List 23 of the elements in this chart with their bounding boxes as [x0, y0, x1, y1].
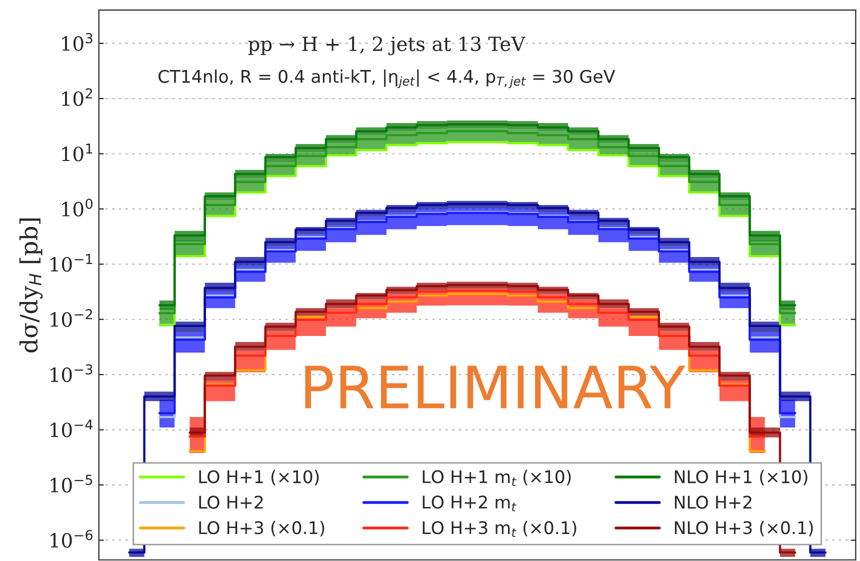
- legend-label: LO H+2: [199, 496, 263, 509]
- y-tick-label: 10$^{−5}$: [50, 474, 92, 493]
- y-axis-title: dσ/dy$_{H}$ [pb]: [19, 218, 43, 352]
- y-tick-label: 10$^{−2}$: [50, 309, 92, 327]
- legend-label: NLO H+2: [674, 496, 752, 509]
- legend-label: LO H+3 (×0.1): [199, 520, 324, 536]
- legend-label: LO H+1 m$_{t}$ (×10): [422, 470, 571, 486]
- y-tick-label: 10$^{1}$: [62, 144, 92, 162]
- legend-label: NLO H+3 (×0.1): [674, 520, 813, 536]
- text: CT14nlo, R = 0.4 anti-kT, |η$_{jet}$| < 4.4, p$_{T,jet}$ = 30 GeV: [158, 69, 616, 88]
- y-tick-label: 10$^{3}$: [62, 33, 92, 51]
- y-tick-label: 10$^{−4}$: [50, 420, 93, 438]
- legend-label: NLO H+1 (×10): [674, 470, 808, 486]
- y-tick-label: 10$^{2}$: [62, 88, 92, 106]
- annotation: PRELIMINARY: [305, 366, 686, 408]
- y-tick-label: 10$^{−6}$: [50, 530, 92, 548]
- legend-label: LO H+2 m$_{t}$: [422, 496, 516, 512]
- legend-label: LO H+1 (×10): [199, 470, 319, 486]
- text: pp → H + 1, 2 jets at 13 TeV: [248, 36, 526, 56]
- y-tick-label: 10$^{−3}$: [50, 364, 92, 382]
- y-tick-label: 10$^{0}$: [62, 198, 92, 216]
- legend-label: LO H+3 m$_{t}$ (×0.1): [422, 520, 576, 537]
- y-tick-label: 10$^{−1}$: [50, 254, 92, 272]
